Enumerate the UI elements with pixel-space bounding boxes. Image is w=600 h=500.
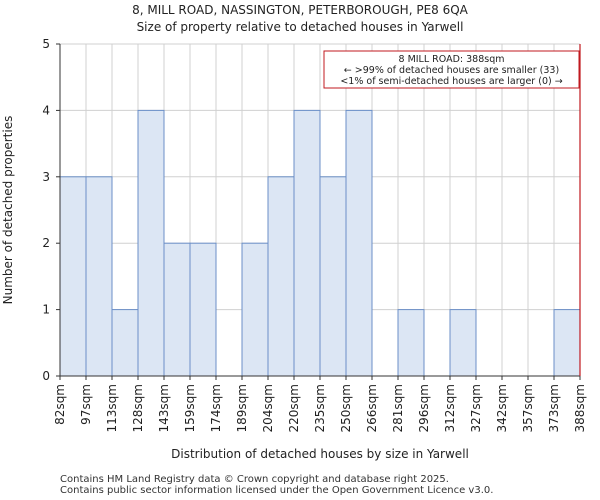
y-tick-label: 0 [42,369,50,383]
y-axis-title: Number of detached properties [1,116,15,305]
x-tick-label: 388sqm [573,384,587,432]
x-tick-label: 235sqm [313,384,327,432]
footer-copyright: Contains HM Land Registry data © Crown c… [60,474,449,485]
x-tick-label: 327sqm [469,384,483,432]
histogram-bar [241,242,269,377]
histogram-bar [189,242,217,377]
x-tick-label: 143sqm [157,384,171,432]
histogram-bar [345,109,373,377]
x-tick-label: 296sqm [417,384,431,432]
x-axis-title: Distribution of detached houses by size … [171,447,469,461]
marker-annotation-line: ← >99% of detached houses are smaller (3… [344,65,559,76]
histogram-bar [111,309,139,377]
axes-layer: 0 1 2 3 4 5 82sqm 97sqm 113sqm 128sqm 143sqm 159sqm… [1,37,587,461]
y-tick-label: 3 [42,170,50,184]
marker-annotation-line: 8 MILL ROAD: 388sqm [399,54,505,65]
x-tick-label: 373sqm [547,384,561,432]
histogram-bar [319,176,347,377]
marker-annotation-line: <1% of semi-detached houses are larger (… [340,76,562,87]
histogram-bar [163,242,191,377]
x-tick-label: 174sqm [209,384,223,432]
x-tick-label: 159sqm [183,384,197,432]
x-tick-label: 312sqm [443,384,457,432]
x-tick-label: 342sqm [495,384,509,432]
marker-annotation-box [323,50,580,89]
histogram-bar [553,309,581,377]
x-tick-label: 113sqm [105,384,119,432]
chart-title: 8, MILL ROAD, NASSINGTON, PETERBOROUGH, … [132,3,468,17]
y-tick-label: 1 [42,303,50,317]
x-tick-label: 204sqm [261,384,275,432]
footer-licence: Contains public sector information licen… [60,485,494,496]
histogram-bar [85,176,113,377]
histogram-bar [449,309,477,377]
chart-subtitle: Size of property relative to detached ho… [136,20,464,34]
x-tick-label: 250sqm [339,384,353,432]
y-tick-label: 4 [42,103,50,117]
x-tick-label: 266sqm [365,384,379,432]
x-tick-label: 357sqm [521,384,535,432]
x-tick-label: 220sqm [287,384,301,432]
x-tick-label: 128sqm [131,384,145,432]
histogram-bar [59,176,87,377]
histogram-bar [293,109,321,377]
y-tick-label: 2 [42,236,50,250]
histogram-bar [397,309,425,377]
histogram-bar [137,109,165,377]
x-tick-label: 281sqm [391,384,405,432]
y-tick-label: 5 [42,37,50,51]
histogram-bar [267,176,295,377]
x-tick-label: 189sqm [235,384,249,432]
marker-layer: 8 MILL ROAD: 388sqm← >99% of detached ho… [323,44,581,376]
x-tick-label: 82sqm [53,384,67,425]
x-tick-label: 97sqm [79,384,93,425]
